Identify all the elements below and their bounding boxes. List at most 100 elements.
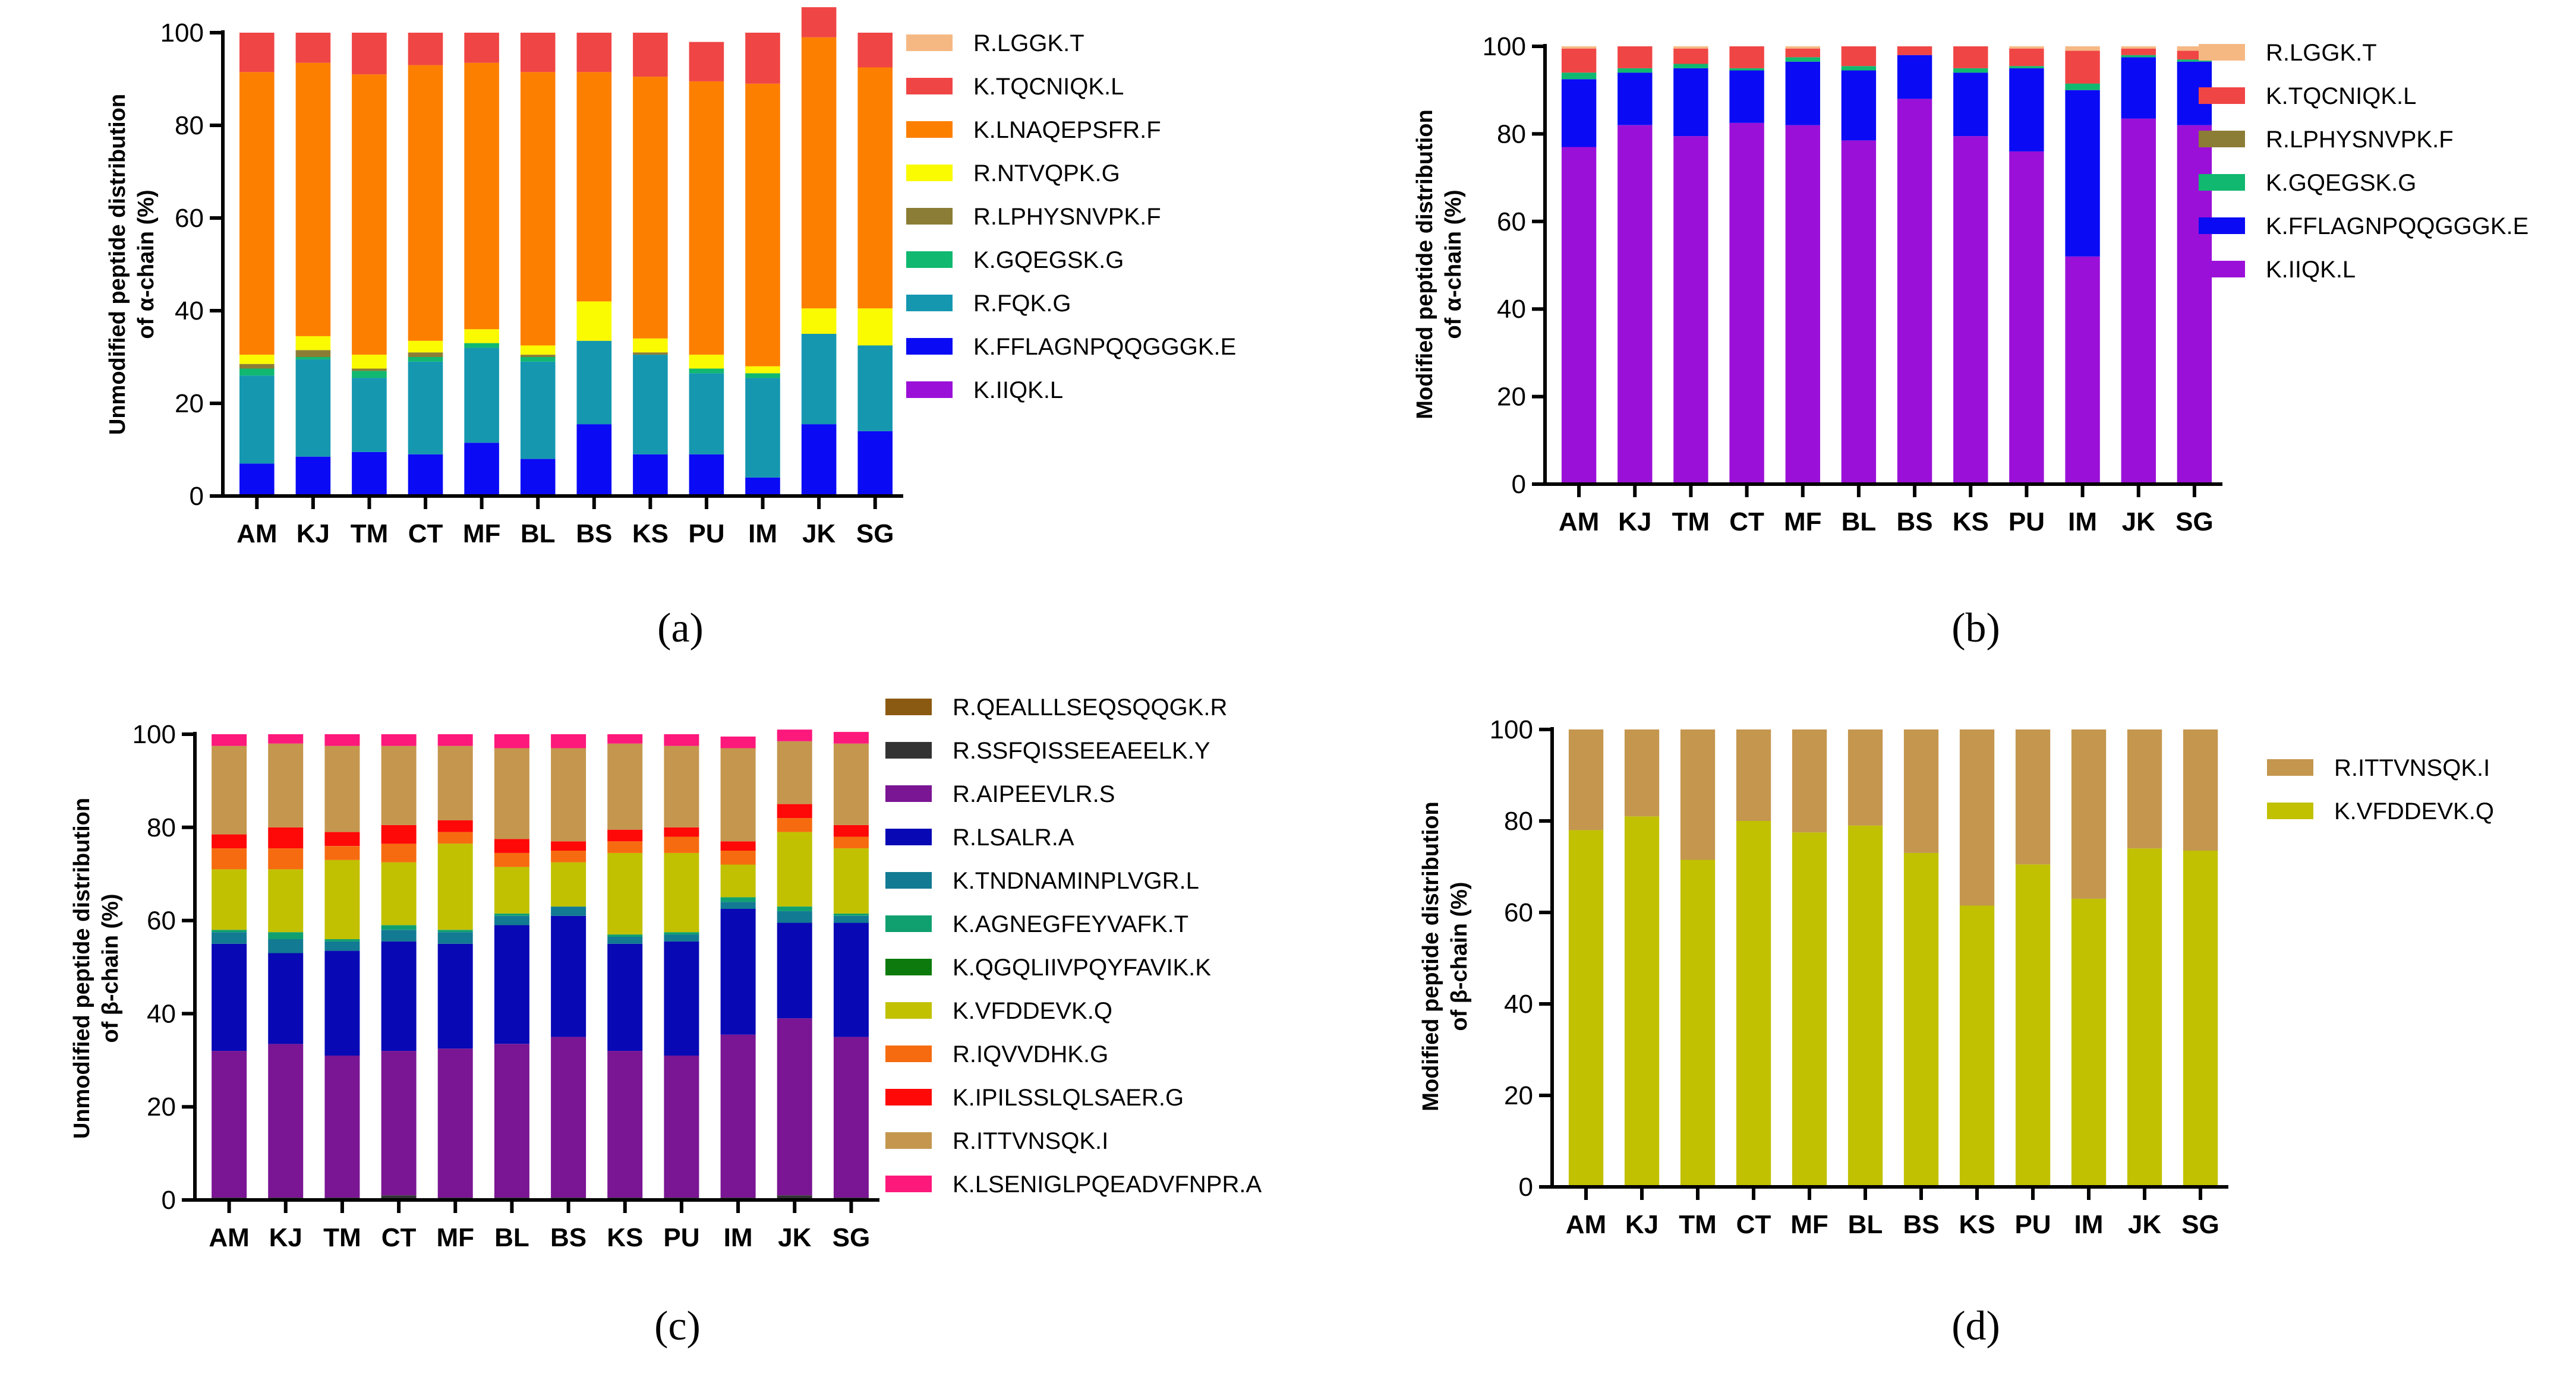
bar-segment-PU-K.LNAQEPSFR.F <box>689 81 724 355</box>
bar-segment-KS-K.IIQK.L <box>1953 136 1988 485</box>
bar-segment-JK-K.IIQK.L <box>2121 118 2156 485</box>
y-tick-label: 100 <box>1483 32 1526 61</box>
bar-segment-KJ-K.FFLAGNPQQGGGK.E <box>1618 72 1653 125</box>
bar-segment-TM-K.GQEGSK.G <box>352 371 387 378</box>
bar-segment-BS-K.VFDDEVK.Q <box>1903 852 1939 1187</box>
bar-segment-MF-R.NTVQPK.G <box>464 329 499 343</box>
bar-segment-AM-K.LSENIGLPQEADVFNPR.A <box>212 734 247 746</box>
y-tick-label: 20 <box>1497 383 1526 412</box>
bar-segment-TM-R.LGGK.T <box>1673 46 1708 49</box>
bar-segment-KJ-R.LSALR.A <box>268 953 304 1044</box>
y-tick-label: 40 <box>147 999 176 1028</box>
bar-segment-PU-R.ITTVNSQK.I <box>2015 729 2051 865</box>
bar-segment-SG-K.TNDNAMINPLVGR.L <box>833 915 869 923</box>
y-tick-label: 0 <box>1519 1173 1533 1202</box>
bar-segment-BS-K.TQCNIQK.L <box>576 33 612 72</box>
bar-segment-AM-R.ITTVNSQK.I <box>212 746 247 835</box>
bar-segment-MF-K.GQEGSK.G <box>464 343 499 348</box>
bar-segment-BL-K.GQEGSK.G <box>1841 66 1877 71</box>
bar-segment-IM-K.TQCNIQK.L <box>2065 50 2100 84</box>
bar-segment-MF-R.LSALR.A <box>437 943 473 1049</box>
bar-segment-BL-R.NTVQPK.G <box>520 345 556 355</box>
x-tick-label: KS <box>632 519 669 548</box>
bar-segment-JK-K.AGNEGFEYVAFK.T <box>777 906 812 911</box>
bar-segment-KJ-K.TQCNIQK.L <box>1618 46 1653 68</box>
bar-segment-CT-K.IPILSSLQLSAER.G <box>381 825 417 844</box>
bar-segment-KJ-R.LPHYSNVPK.F <box>295 350 331 357</box>
bar-segment-PU-K.GQEGSK.G <box>2009 66 2044 68</box>
legend-label: R.AIPEEVLR.S <box>953 781 1115 807</box>
x-tick-label: BS <box>1903 1210 1939 1239</box>
bar-segment-JK-K.FFLAGNPQQGGGK.E <box>801 424 837 496</box>
x-tick-label: KJ <box>297 519 330 548</box>
legend-label: R.NTVQPK.G <box>973 160 1120 187</box>
x-tick-label: MF <box>463 519 501 548</box>
panel-label: (a) <box>657 605 704 651</box>
bar-segment-IM-K.VFDDEVK.Q <box>720 864 756 898</box>
legend-label: R.LSALR.A <box>953 825 1074 851</box>
panel-a-unmodified-alpha: 0 20 40 60 80 100 AM KJ TM CT MF BL BS KS PU IM JK SG Unmo… <box>105 7 1236 651</box>
y-tick-label: 80 <box>1504 807 1533 836</box>
bar-segment-SG-R.ITTVNSQK.I <box>2183 729 2218 851</box>
bar-segment-PU-R.FQK.G <box>689 373 724 454</box>
bar-segment-KS-R.ITTVNSQK.I <box>1959 729 1995 906</box>
bar-segment-AM-R.ITTVNSQK.I <box>1568 729 1604 830</box>
legend-label: R.SSFQISSEEAEELK.Y <box>953 738 1210 764</box>
bar-segment-BL-K.TQCNIQK.L <box>1841 46 1877 67</box>
bar-segment-TM-R.NTVQPK.G <box>352 355 387 369</box>
x-tick-label: AM <box>237 519 277 548</box>
legend-label: K.FFLAGNPQQGGGK.E <box>973 334 1236 360</box>
bar-segment-JK-R.NTVQPK.G <box>801 308 837 334</box>
bar-segment-AM-R.LSALR.A <box>212 943 247 1051</box>
bar-segment-SG-K.TQCNIQK.L <box>857 33 893 68</box>
legend-label: K.IPILSSLQLSAER.G <box>953 1085 1184 1111</box>
bar-segment-MF-K.LNAQEPSFR.F <box>464 62 499 330</box>
legend-label: R.LPHYSNVPK.F <box>2266 127 2454 153</box>
bar-segment-PU-R.LGGK.T <box>2009 46 2044 49</box>
bar-segment-CT-R.SSFQISSEEAEELK.Y <box>381 1195 417 1200</box>
bar-segment-JK-R.SSFQISSEEAEELK.Y <box>777 1195 812 1200</box>
bar-segment-BS-R.IQVVDHK.G <box>551 851 587 863</box>
legend-swatch <box>906 208 953 225</box>
panel-d-modified-beta: 0 20 40 60 80 100 AM KJ TM CT MF BL BS KS PU IM JK SG Modi… <box>1418 715 2494 1349</box>
bar-segment-AM-K.VFDDEVK.Q <box>212 869 247 930</box>
bar-segment-TM-K.TNDNAMINPLVGR.L <box>324 941 360 951</box>
bar-segment-AM-R.IQVVDHK.G <box>212 848 247 870</box>
y-tick-label: 60 <box>147 906 176 936</box>
legend-label: R.ITTVNSQK.I <box>2334 755 2490 781</box>
bar-segment-TM-K.VFDDEVK.Q <box>1680 860 1716 1187</box>
bar-segment-JK-R.ITTVNSQK.I <box>2127 729 2162 849</box>
bar-segment-MF-K.GQEGSK.G <box>1785 57 1820 62</box>
y-axis-title: Unmodified peptide distribution of β-chai… <box>70 798 123 1139</box>
bar-segment-TM-K.LNAQEPSFR.F <box>352 74 387 355</box>
y-tick-label: 60 <box>1504 898 1533 927</box>
bar-segment-BS-K.FFLAGNPQQGGGK.E <box>1897 55 1932 99</box>
bar-segment-KS-K.LSENIGLPQEADVFNPR.A <box>607 734 643 744</box>
legend-label: R.IQVVDHK.G <box>953 1041 1108 1067</box>
bar-segment-IM-R.ITTVNSQK.I <box>2071 729 2107 899</box>
bar-segment-KS-K.FFLAGNPQQGGGK.E <box>633 454 668 496</box>
legend-swatch <box>885 742 932 759</box>
bar-segment-IM-K.FFLAGNPQQGGGK.E <box>2065 90 2100 257</box>
bar-segment-MF-R.AIPEEVLR.S <box>437 1048 473 1198</box>
legend-label: K.VFDDEVK.Q <box>2334 798 2494 825</box>
bar-segment-TM-K.TQCNIQK.L <box>1673 48 1708 64</box>
legend-swatch <box>885 829 932 845</box>
legend-swatch <box>885 699 932 715</box>
x-tick-label: SG <box>2175 507 2214 536</box>
bar-segment-CT-K.FFLAGNPQQGGGK.E <box>1729 70 1764 123</box>
x-tick-label: BS <box>576 519 612 548</box>
y-axis-title: Modified peptide distribution of α-chain … <box>1412 109 1466 419</box>
legend-swatch <box>2199 87 2245 104</box>
panel-b-modified-alpha: 0 20 40 60 80 100 AM KJ TM CT MF BL BS KS PU IM JK SG Modi… <box>1412 32 2528 651</box>
bar-segment-KJ-R.ITTVNSQK.I <box>268 743 304 827</box>
bar-segment-TM-R.AIPEEVLR.S <box>324 1056 360 1198</box>
bar-segment-SG-K.VFDDEVK.Q <box>2183 851 2218 1187</box>
y-axis-title: Unmodified peptide distribution of α-chai… <box>105 94 159 435</box>
bar-segment-PU-R.LSALR.A <box>664 941 699 1056</box>
bar-segment-SG-R.FQK.G <box>857 345 893 431</box>
bar-segment-MF-K.TQCNIQK.L <box>464 33 499 63</box>
bar-segment-BS-K.TQCNIQK.L <box>1897 46 1932 55</box>
bar-segment-MF-R.FQK.G <box>464 348 499 443</box>
bar-segment-CT-K.IIQK.L <box>1729 123 1764 484</box>
